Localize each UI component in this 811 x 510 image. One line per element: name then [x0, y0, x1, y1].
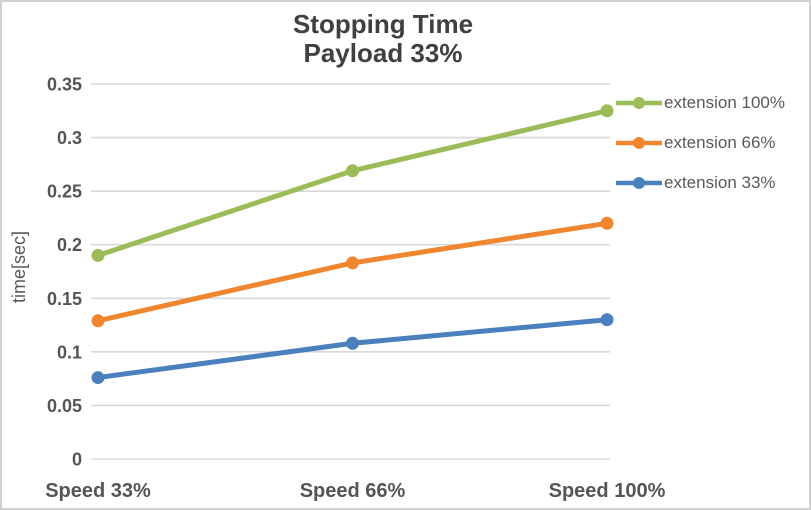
legend-item-extension-100: extension 100%	[616, 93, 785, 112]
y-tick-label: 0.2	[57, 235, 82, 255]
x-category-label: Speed 100%	[549, 480, 666, 502]
legend-line-marker-icon	[616, 97, 662, 109]
data-point-marker	[346, 256, 359, 270]
legend-label: extension 33%	[664, 173, 776, 192]
y-tick-label: 0.3	[57, 128, 82, 148]
x-category-label: Speed 33%	[45, 480, 151, 502]
y-tick-label: 0.15	[47, 289, 82, 309]
y-tick-label: 0.05	[47, 396, 82, 416]
y-tick-label: 0.35	[47, 75, 82, 95]
data-point-marker	[600, 313, 614, 327]
legend-line-marker-icon	[616, 177, 662, 189]
legend-label: extension 66%	[664, 133, 776, 152]
data-point-marker	[91, 314, 105, 328]
legend: extension 100% extension 66% extension 3…	[616, 93, 785, 192]
data-point-marker	[600, 216, 614, 230]
legend-line-marker-icon	[616, 137, 662, 149]
data-point-marker	[346, 164, 359, 178]
data-point-marker	[346, 336, 359, 350]
y-tick-label: 0.1	[57, 342, 82, 362]
legend-item-extension-33: extension 33%	[616, 173, 785, 192]
chart-title: Stopping Time	[292, 9, 474, 39]
x-category-label: Speed 66%	[300, 480, 406, 502]
chart-subtitle: Payload 33%	[303, 38, 463, 68]
data-point-marker	[91, 248, 105, 262]
data-point-marker	[600, 104, 614, 118]
data-point-marker	[91, 371, 105, 385]
legend-label: extension 100%	[664, 93, 785, 112]
chart-title-block: Stopping Time Payload 33%	[118, 10, 648, 68]
y-tick-label: 0	[72, 450, 82, 470]
y-tick-label: 0.25	[47, 182, 82, 202]
series-line-extension-66-	[95, 220, 610, 324]
legend-item-extension-66: extension 66%	[616, 133, 785, 152]
